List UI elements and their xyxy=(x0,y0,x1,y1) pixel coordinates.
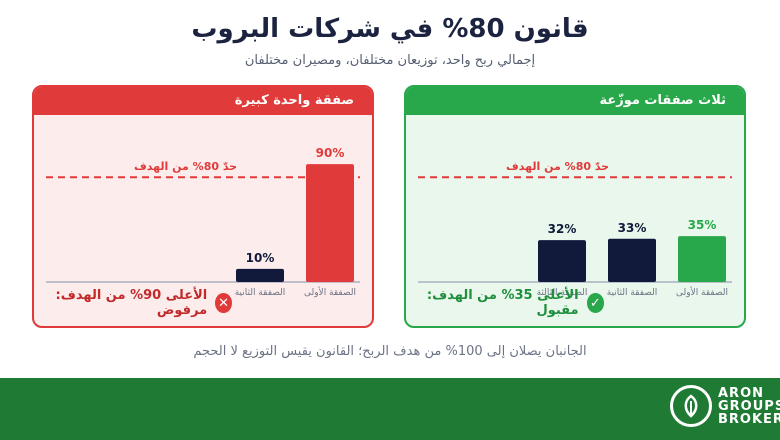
tick-label: الصفقة الأولى xyxy=(676,286,728,298)
data-label: 10% xyxy=(246,251,275,265)
tick-label: الصفقة الثانية xyxy=(235,288,286,298)
single-trade-chart: حدّ 80% من الهدف 90% الصفقة الأولى 10% الصفق… xyxy=(46,146,360,298)
footer-bar xyxy=(0,378,780,440)
verdict-text: الأعلى 35% من الهدف: مقبول xyxy=(426,288,579,318)
logo-line-3: BROKER xyxy=(718,411,780,427)
threshold-label: حدّ 80% من الهدف xyxy=(134,160,237,173)
page-title: قانون 80% في شركات البروب xyxy=(191,14,589,44)
bar xyxy=(306,164,354,282)
brand-logo: ARON GROUPS BROKER xyxy=(670,385,780,427)
data-label: 35% xyxy=(688,218,717,232)
x-icon: ✕ xyxy=(215,293,232,313)
bar xyxy=(608,238,656,282)
data-label: 33% xyxy=(618,221,647,235)
logo-line-1: ARON xyxy=(718,385,765,401)
page-subtitle: إجمالي ربح واحد، توزيعان مختلفان، ومصيرا… xyxy=(244,53,536,68)
data-label: 90% xyxy=(316,146,345,160)
verdict-accepted: ✓ الأعلى 35% من الهدف: مقبول xyxy=(406,288,604,318)
panel-three-trades: ثلاث صفقات موزّعة حدّ 80% من الهدف 35% الص… xyxy=(404,85,746,328)
footnote: الجانبان يصلان إلى 100% من هدف الربح؛ ال… xyxy=(193,344,587,359)
tick-label: الصفقة الأولى xyxy=(304,286,356,298)
verdict-text: الأعلى 90% من الهدف: مرفوض xyxy=(55,288,208,318)
panel-title: ثلاث صفقات موزّعة xyxy=(406,87,744,115)
check-icon: ✓ xyxy=(586,293,604,313)
bar xyxy=(678,236,726,282)
leaf-logo-icon xyxy=(670,385,712,427)
panel-single-trade: صفقة واحدة كبيرة حدّ 80% من الهدف 90% الصف… xyxy=(32,85,374,328)
logo-line-2: GROUPS xyxy=(718,398,780,414)
logo-text: ARON GROUPS BROKER xyxy=(718,387,780,426)
data-label: 32% xyxy=(548,222,577,236)
tick-label: الصفقة الثالثة xyxy=(537,288,588,298)
three-trades-chart: حدّ 80% من الهدف 35% الصفقة الأولى 33% الصفق… xyxy=(418,160,732,298)
verdict-rejected: ✕ الأعلى 90% من الهدف: مرفوض xyxy=(34,288,232,318)
panel-title: صفقة واحدة كبيرة xyxy=(34,87,372,115)
tick-label: الصفقة الثانية xyxy=(607,288,658,298)
bar xyxy=(538,240,586,282)
threshold-label: حدّ 80% من الهدف xyxy=(506,160,609,173)
bar xyxy=(236,268,284,282)
